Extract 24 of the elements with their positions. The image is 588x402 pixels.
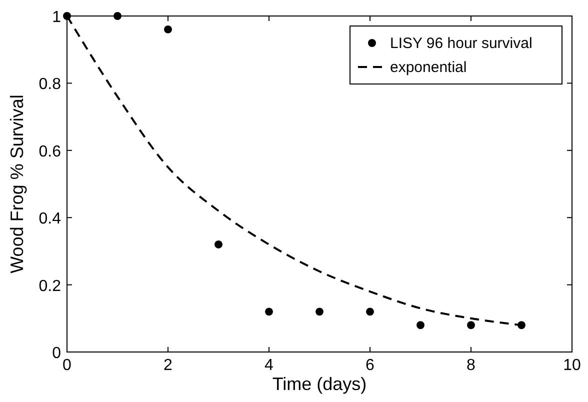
y-tick-label: 1 [52, 9, 62, 26]
x-tick-label: 4 [264, 357, 274, 374]
x-tick-label: 2 [164, 357, 173, 374]
y-tick-label: 0.4 [38, 210, 62, 228]
y-axis-title: Wood Frog % Survival [7, 94, 27, 274]
x-tick-label: 0 [62, 357, 72, 374]
point [265, 308, 273, 316]
point [114, 12, 122, 20]
x-tick-label: 6 [366, 357, 375, 374]
point [164, 25, 172, 34]
point [316, 308, 324, 316]
x-axis-title: Time (days) [272, 374, 367, 394]
point [467, 321, 475, 330]
y-tick-label: 0.2 [38, 278, 62, 295]
legend-label: exponential [390, 59, 467, 76]
y-tick-label: 0 [52, 345, 62, 362]
legend-label: LISY 96 hour survival [390, 35, 532, 52]
point [416, 321, 424, 330]
point [366, 308, 374, 316]
point [214, 240, 222, 248]
x-tick-label: 10 [563, 357, 581, 374]
y-tick-label: 0.8 [38, 76, 62, 94]
y-tick-label: 0.6 [38, 143, 62, 160]
x-tick-label: 8 [466, 357, 476, 374]
